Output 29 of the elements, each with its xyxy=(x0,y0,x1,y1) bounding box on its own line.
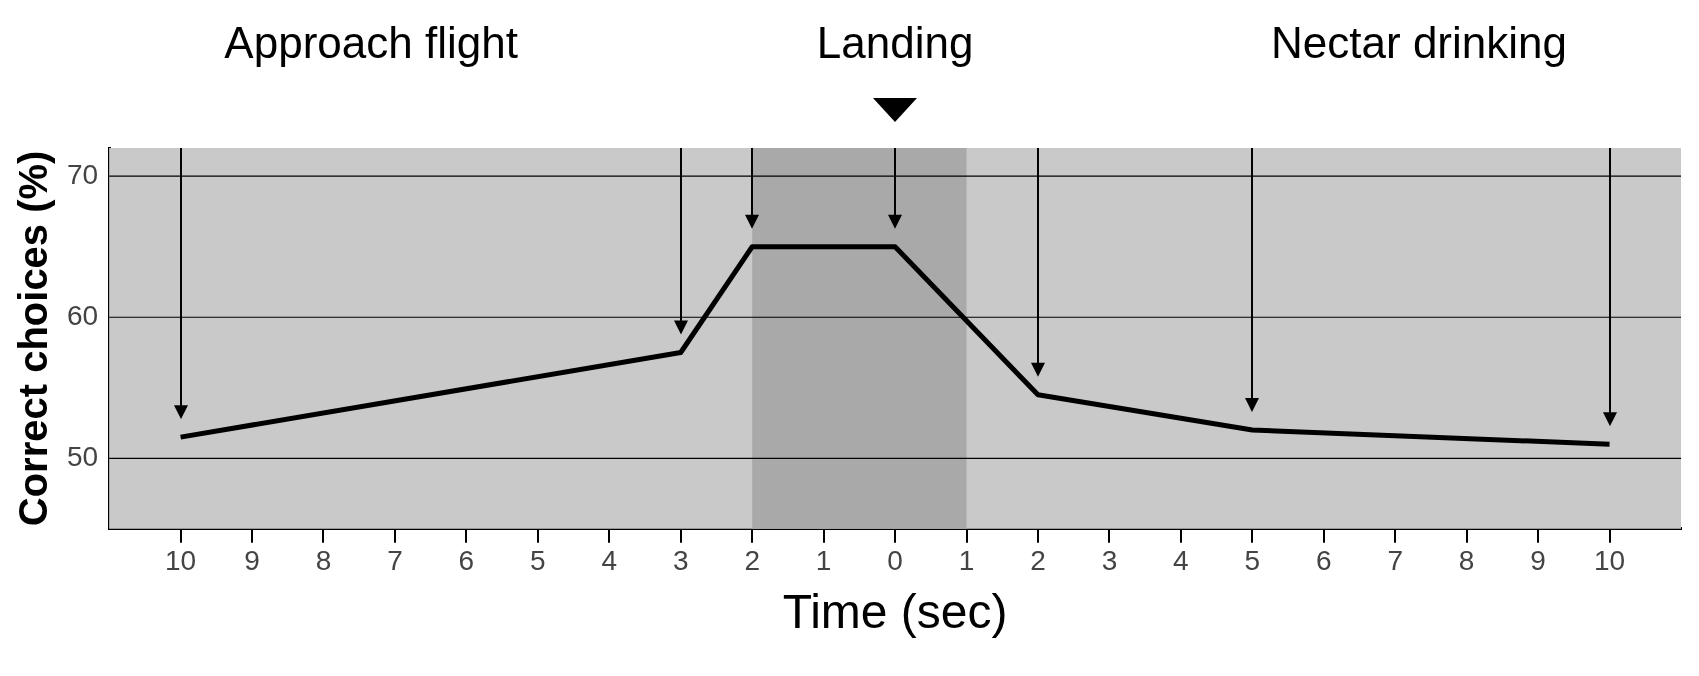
x-tick-label: 8 xyxy=(315,545,332,577)
x-tick-label: 3 xyxy=(672,545,689,577)
y-axis-title: Correct choices (%) xyxy=(11,150,56,527)
x-tick-label: 7 xyxy=(387,545,403,577)
x-tick-label: 0 xyxy=(887,545,903,577)
y-tick-label: 70 xyxy=(66,158,99,190)
x-tick-label: 5 xyxy=(1244,545,1261,577)
x-tick-label: 8 xyxy=(1458,545,1475,577)
x-tick-label: 2 xyxy=(1030,545,1046,577)
x-tick-label: 10 xyxy=(1593,545,1626,577)
x-tick-label: 5 xyxy=(530,545,546,577)
x-axis-title: Time (sec) xyxy=(782,585,1008,639)
text: Nectar drinking xyxy=(1270,18,1568,68)
x-tick-label: 4 xyxy=(1173,545,1189,577)
x-tick-label: 6 xyxy=(458,545,475,577)
x-tick-label: 10 xyxy=(165,545,197,577)
y-tick-label: 60 xyxy=(66,299,99,331)
text: Approach flight xyxy=(223,18,519,68)
x-tick-label: 9 xyxy=(244,545,260,577)
text: Landing xyxy=(815,18,975,68)
x-tick-label: 7 xyxy=(1387,545,1403,577)
x-tick-label: 2 xyxy=(744,545,760,577)
x-tick-label: 4 xyxy=(601,545,618,577)
y-tick-label: 50 xyxy=(66,441,99,472)
x-tick-label: 1 xyxy=(815,545,832,577)
x-tick-label: 6 xyxy=(1315,545,1332,577)
x-tick-label: 1 xyxy=(958,545,975,577)
x-tick-label: 9 xyxy=(1530,545,1546,577)
x-tick-label: 3 xyxy=(1101,545,1118,577)
